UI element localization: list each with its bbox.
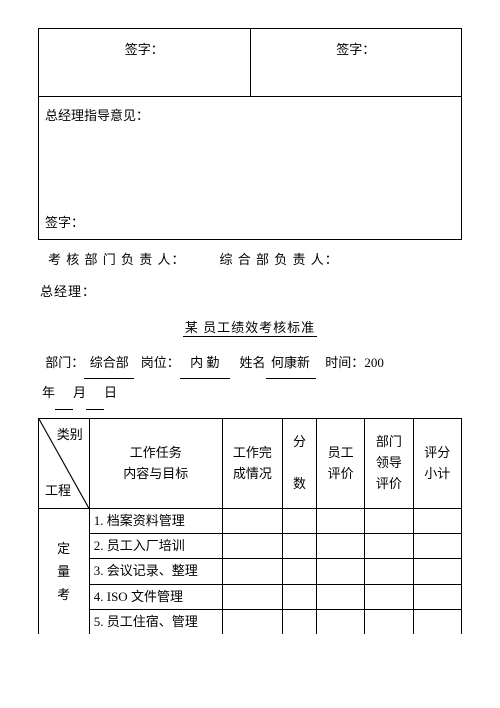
empty-cell xyxy=(283,534,317,559)
task-cell: 2. 员工入厂培训 xyxy=(89,534,222,559)
assessment-table: 类别 工程 工作任务 内容与目标 工作完 成情况 分 数 员工 评价 部门 领导… xyxy=(38,418,462,634)
empty-cell xyxy=(316,534,364,559)
form-header: 部门：综合部 岗位：内 勤 姓名何康新 时间：200 年 月 日 xyxy=(38,347,462,418)
empty-cell xyxy=(365,509,413,534)
empty-cell xyxy=(365,609,413,634)
table-header-row: 类别 工程 工作任务 内容与目标 工作完 成情况 分 数 员工 评价 部门 领导… xyxy=(39,419,462,509)
gm-label: 总经理： xyxy=(40,284,96,299)
dept-value: 综合部 xyxy=(84,349,134,380)
task-cell: 3. 会议记录、整理 xyxy=(89,559,222,584)
empty-cell xyxy=(222,609,282,634)
empty-cell xyxy=(413,534,461,559)
gm-opinion-label: 总经理指导意见： xyxy=(45,101,455,125)
hdr-dept-eval: 部门 领导 评价 xyxy=(365,419,413,509)
empty-cell xyxy=(222,559,282,584)
empty-cell xyxy=(222,534,282,559)
empty-cell xyxy=(316,584,364,609)
hdr-completion: 工作完 成情况 xyxy=(222,419,282,509)
hdr-score: 分 数 xyxy=(283,419,317,509)
name-value: 何康新 xyxy=(266,349,316,380)
empty-cell xyxy=(365,584,413,609)
empty-cell xyxy=(316,559,364,584)
table-row: 定 量 考 1. 档案资料管理 xyxy=(39,509,462,534)
empty-cell xyxy=(413,559,461,584)
gm-opinion-table: 总经理指导意见： 签字： xyxy=(38,97,462,240)
responsible-line: 考 核 部 门 负 责 人： 综 合 部 负 责 人： xyxy=(38,240,462,279)
empty-cell xyxy=(283,609,317,634)
name-label: 姓名 xyxy=(240,355,266,370)
dept-head-label: 考 核 部 门 负 责 人： xyxy=(48,252,186,267)
month-blank xyxy=(55,379,73,410)
empty-cell xyxy=(222,509,282,534)
day-suffix: 日 xyxy=(104,385,117,400)
table-row: 4. ISO 文件管理 xyxy=(39,584,462,609)
table-row: 5. 员工住宿、管理 xyxy=(39,609,462,634)
hdr-task: 工作任务 内容与目标 xyxy=(89,419,222,509)
diag-bottom-label: 工程 xyxy=(45,481,71,502)
hdr-subtotal: 评分 小计 xyxy=(413,419,461,509)
empty-cell xyxy=(413,584,461,609)
empty-cell xyxy=(365,534,413,559)
month-suffix: 月 xyxy=(73,385,86,400)
year-suffix: 年 xyxy=(42,385,55,400)
empty-cell xyxy=(222,584,282,609)
sig-label-right: 签字： xyxy=(257,33,456,59)
sig-cell-left: 签字： xyxy=(39,29,251,97)
time-year: 200 xyxy=(364,355,384,370)
gm-sig-label: 签字： xyxy=(45,214,84,232)
diag-top-label: 类别 xyxy=(57,425,83,446)
empty-cell xyxy=(283,559,317,584)
empty-cell xyxy=(283,509,317,534)
sig-cell-right: 签字： xyxy=(250,29,462,97)
doc-title-wrap: 某 员工绩效考核标准 xyxy=(38,311,462,347)
time-label: 时间： xyxy=(325,355,364,370)
post-label: 岗位： xyxy=(141,355,180,370)
signature-top-table: 签字： 签字： xyxy=(38,28,462,97)
task-cell: 5. 员工住宿、管理 xyxy=(89,609,222,634)
general-dept-head-label: 综 合 部 负 责 人： xyxy=(220,252,339,267)
table-row: 3. 会议记录、整理 xyxy=(39,559,462,584)
dept-label: 部门： xyxy=(45,355,84,370)
doc-title: 某 员工绩效考核标准 xyxy=(183,320,317,337)
day-blank xyxy=(86,379,104,410)
table-row: 2. 员工入厂培训 xyxy=(39,534,462,559)
diag-header-cell: 类别 工程 xyxy=(39,419,90,509)
empty-cell xyxy=(316,609,364,634)
empty-cell xyxy=(283,584,317,609)
side-category: 定 量 考 xyxy=(39,509,90,635)
post-value: 内 勤 xyxy=(180,349,230,380)
empty-cell xyxy=(365,559,413,584)
empty-cell xyxy=(413,609,461,634)
task-cell: 4. ISO 文件管理 xyxy=(89,584,222,609)
empty-cell xyxy=(316,509,364,534)
gm-line: 总经理： xyxy=(38,278,462,311)
empty-cell xyxy=(413,509,461,534)
hdr-emp-eval: 员工 评价 xyxy=(316,419,364,509)
gm-opinion-cell: 总经理指导意见： 签字： xyxy=(39,97,462,239)
sig-label-left: 签字： xyxy=(45,33,244,59)
task-cell: 1. 档案资料管理 xyxy=(89,509,222,534)
